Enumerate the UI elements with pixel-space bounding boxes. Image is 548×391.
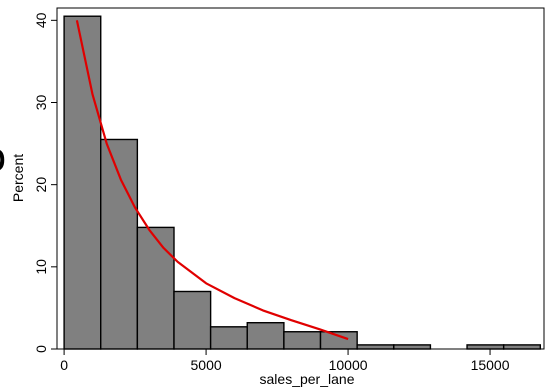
histogram-bar-4 [209, 326, 248, 350]
histogram-bar-11 [466, 344, 505, 350]
y-tick-label: 0 [33, 345, 49, 353]
histogram-bar-9 [393, 344, 432, 350]
y-tick-label: 30 [33, 94, 49, 110]
x-tick-label: 15000 [471, 357, 510, 373]
y-axis-label: Percent [10, 154, 26, 202]
x-axis-label: sales_per_lane [260, 371, 355, 387]
histogram-bar-0 [63, 15, 102, 350]
histogram-bar-1 [100, 138, 139, 350]
x-axis-ticks: 0 5000 10000 15000 [60, 349, 510, 373]
y-tick-label: 10 [33, 259, 49, 275]
y-tick-label: 20 [33, 177, 49, 193]
histogram-bar-6 [283, 331, 322, 350]
curve-group [75, 20, 349, 341]
histogram-bar-12 [502, 344, 542, 350]
x-tick-label: 5000 [191, 357, 222, 373]
x-tick-label: 10000 [329, 357, 368, 373]
y-axis-ticks: 0 10 20 30 40 [33, 12, 57, 353]
histogram-bar-8 [356, 344, 395, 350]
cropped-glyph: S [0, 148, 12, 172]
histogram-bar-5 [246, 322, 285, 350]
y-tick-label: 40 [33, 12, 49, 28]
histogram-bar-7 [319, 331, 358, 350]
histogram-bar-2 [136, 226, 175, 350]
bars-group [63, 15, 542, 350]
x-tick-label: 0 [60, 357, 68, 373]
fitted-density-curve [75, 20, 349, 341]
histogram-bar-3 [173, 290, 212, 350]
